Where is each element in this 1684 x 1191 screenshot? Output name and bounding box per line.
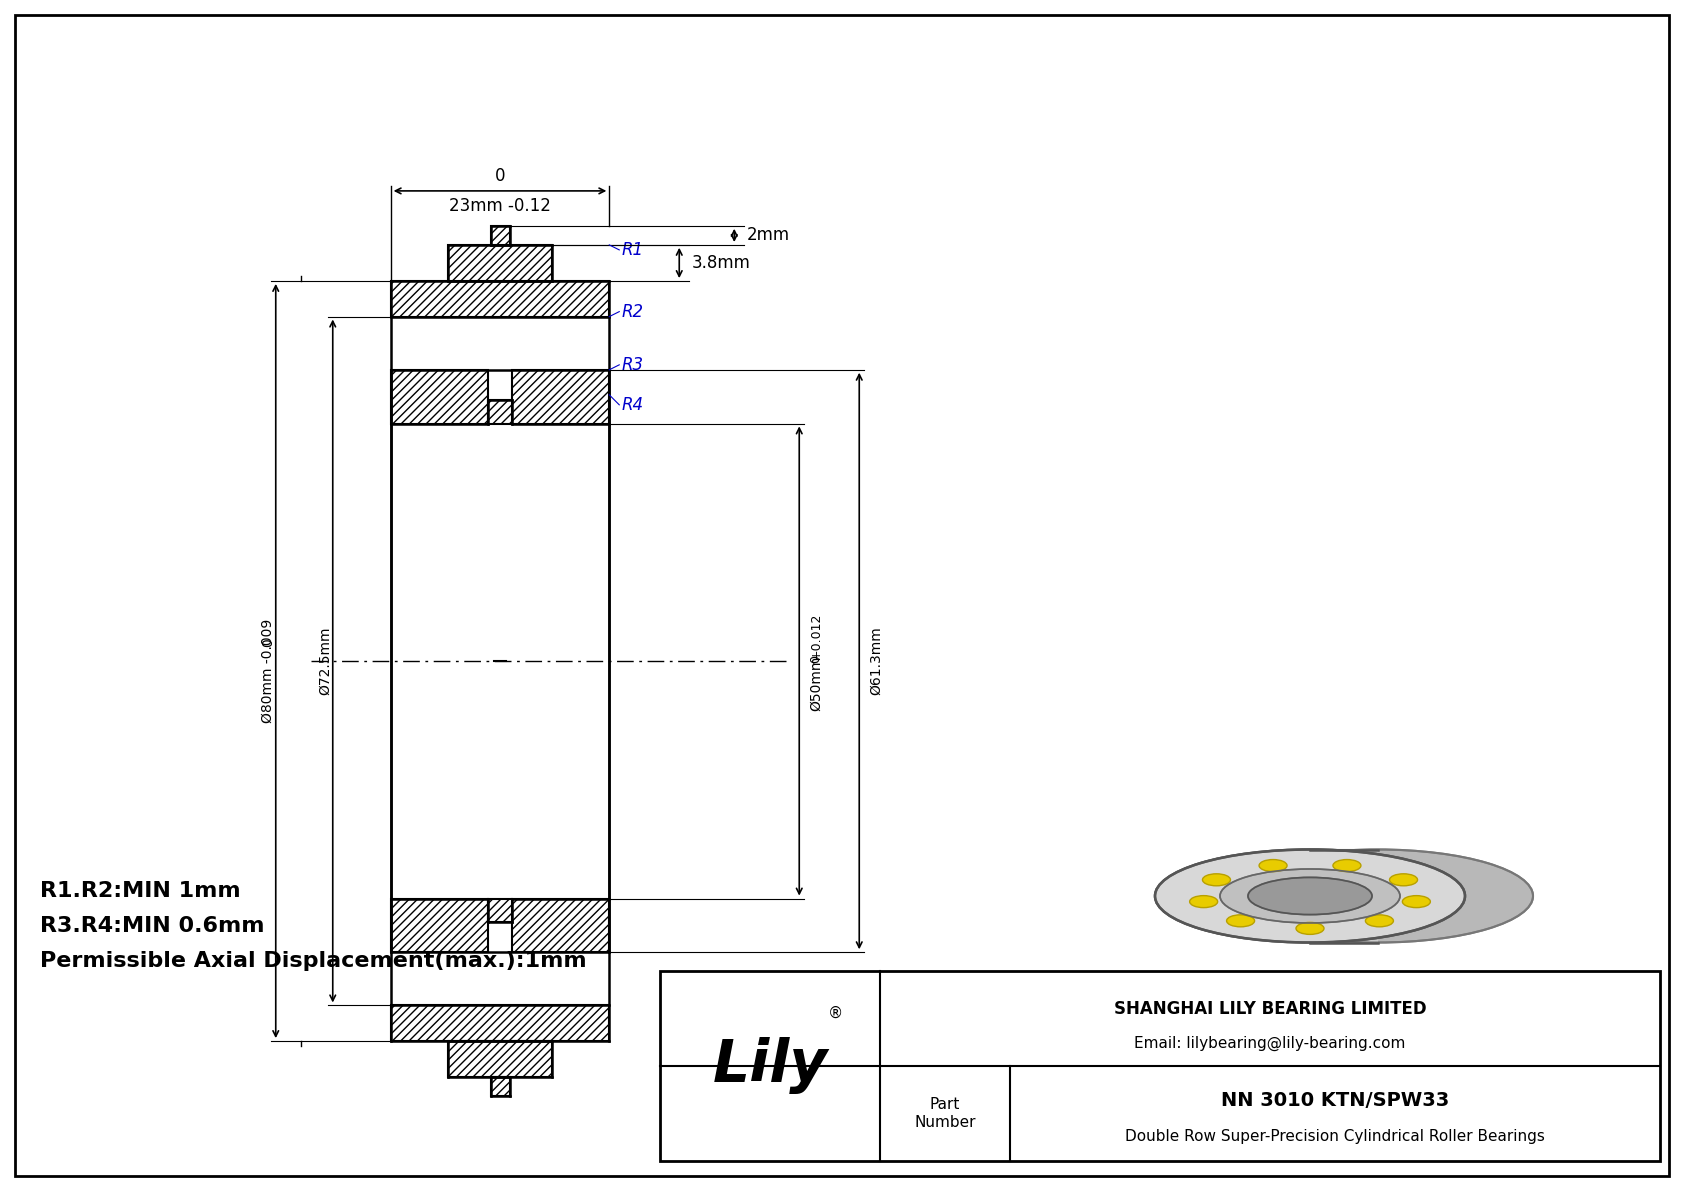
Ellipse shape <box>1260 860 1287 872</box>
Text: ®: ® <box>827 1005 842 1021</box>
Text: +0.012: +0.012 <box>810 613 822 659</box>
Text: Permissible Axial Displacement(max.):1mm: Permissible Axial Displacement(max.):1mm <box>40 950 586 971</box>
Text: 3.8mm: 3.8mm <box>690 254 749 272</box>
Text: Ø50mm: Ø50mm <box>810 655 823 711</box>
Text: R1: R1 <box>621 241 643 258</box>
Bar <box>448 1041 552 1077</box>
Text: 0: 0 <box>495 167 505 185</box>
Bar <box>660 971 1660 1161</box>
Bar <box>512 898 610 952</box>
Ellipse shape <box>1155 849 1465 942</box>
Bar <box>391 898 488 952</box>
Bar <box>391 370 488 424</box>
Bar <box>512 370 610 424</box>
Text: Part
Number: Part Number <box>914 1097 975 1130</box>
Text: 23mm -0.12: 23mm -0.12 <box>450 197 551 214</box>
Text: Email: lilybearing@lily-bearing.com: Email: lilybearing@lily-bearing.com <box>1135 1036 1406 1050</box>
Ellipse shape <box>1403 896 1430 908</box>
Text: R2: R2 <box>621 303 643 320</box>
Bar <box>448 245 552 281</box>
Bar <box>488 898 512 922</box>
Ellipse shape <box>1202 874 1231 886</box>
Ellipse shape <box>1219 869 1399 923</box>
Text: 2mm: 2mm <box>746 226 790 244</box>
Polygon shape <box>1310 849 1378 942</box>
Polygon shape <box>1310 878 1378 915</box>
Text: SHANGHAI LILY BEARING LIMITED: SHANGHAI LILY BEARING LIMITED <box>1113 1000 1426 1018</box>
Ellipse shape <box>1389 874 1418 886</box>
Text: R4: R4 <box>621 395 643 413</box>
Polygon shape <box>1310 869 1378 923</box>
Ellipse shape <box>1334 860 1361 872</box>
Text: R3: R3 <box>621 356 643 374</box>
Text: 0: 0 <box>261 638 274 648</box>
Ellipse shape <box>1226 915 1255 927</box>
Ellipse shape <box>1315 878 1440 915</box>
Ellipse shape <box>1248 878 1372 915</box>
Text: Ø61.3mm: Ø61.3mm <box>869 626 882 696</box>
Ellipse shape <box>1297 922 1324 935</box>
Ellipse shape <box>1155 849 1465 942</box>
Bar <box>488 400 512 424</box>
Text: R3.R4:MIN 0.6mm: R3.R4:MIN 0.6mm <box>40 916 264 936</box>
Ellipse shape <box>1189 896 1218 908</box>
Text: Lily: Lily <box>712 1037 827 1095</box>
Text: Double Row Super-Precision Cylindrical Roller Bearings: Double Row Super-Precision Cylindrical R… <box>1125 1129 1544 1143</box>
Bar <box>490 1077 510 1096</box>
Text: NN 3010 KTN/SPW33: NN 3010 KTN/SPW33 <box>1221 1091 1450 1110</box>
Text: 0: 0 <box>810 655 822 663</box>
Text: Ø80mm -0.009: Ø80mm -0.009 <box>261 619 274 723</box>
Text: Ø72.5mm: Ø72.5mm <box>318 626 332 696</box>
Bar <box>391 1005 610 1041</box>
Text: R1.R2:MIN 1mm: R1.R2:MIN 1mm <box>40 881 241 902</box>
Ellipse shape <box>1223 849 1532 942</box>
Ellipse shape <box>1366 915 1393 927</box>
Bar <box>490 226 510 245</box>
Bar <box>391 281 610 317</box>
